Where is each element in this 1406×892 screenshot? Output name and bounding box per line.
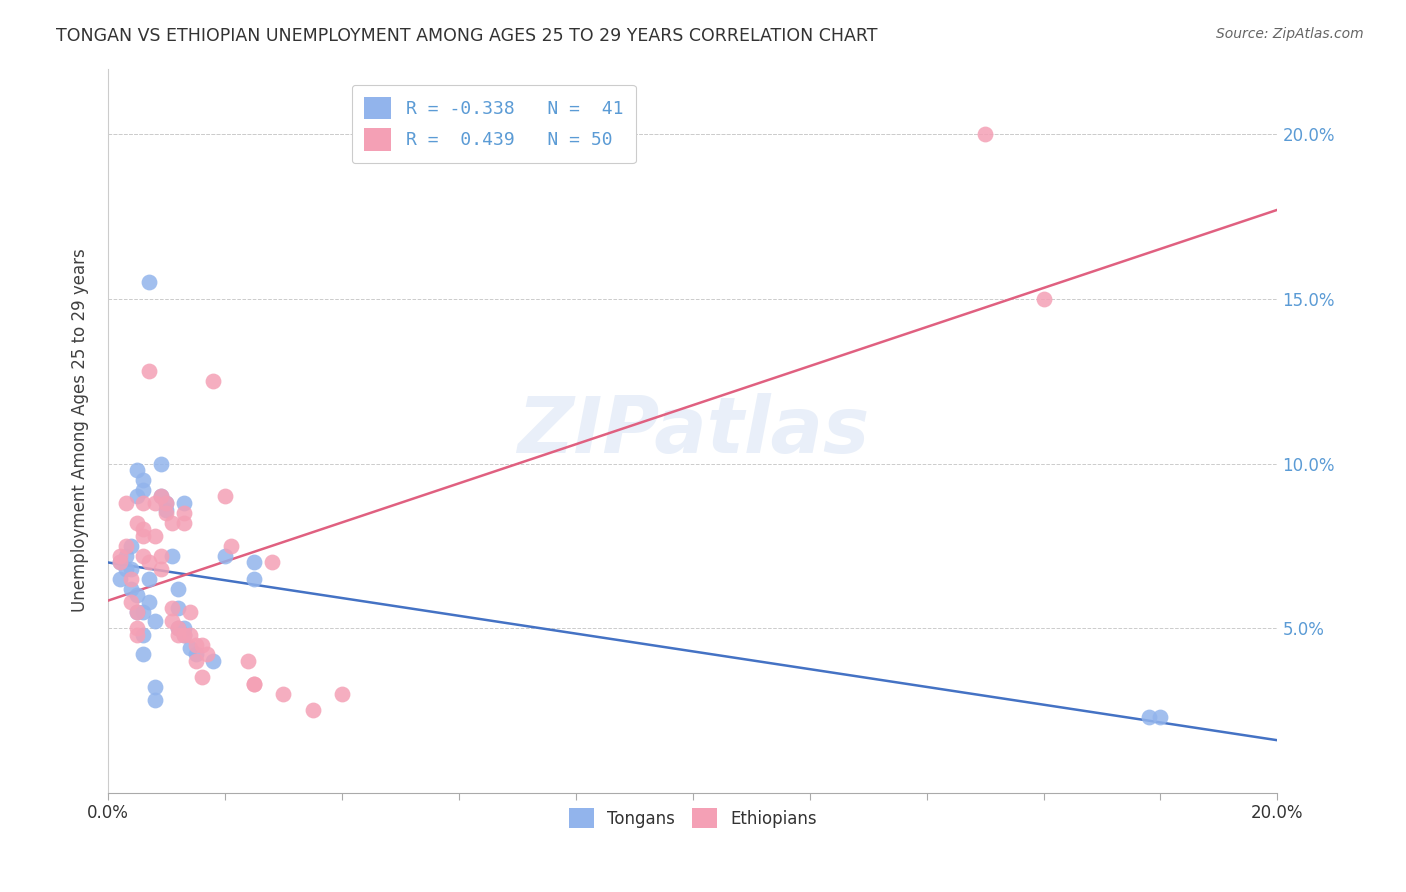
Point [167,601,190,615]
Point [167,621,190,635]
Point [330,687,353,701]
Point [143,496,166,510]
Point [127,588,149,602]
Point [114,562,136,576]
Point [243,677,266,691]
Point [138,572,160,586]
Point [167,582,190,596]
Point [167,628,190,642]
Point [173,621,195,635]
Point [127,621,149,635]
Point [127,516,149,530]
Point [202,654,225,668]
Point [155,506,177,520]
Point [974,128,997,142]
Point [132,648,155,662]
Point [138,364,160,378]
Point [219,539,242,553]
Point [132,549,155,563]
Point [202,374,225,388]
Point [179,640,201,655]
Point [184,638,207,652]
Point [167,621,190,635]
Point [214,549,236,563]
Point [114,549,136,563]
Point [108,555,131,569]
Point [114,496,136,510]
Point [132,483,155,497]
Point [243,572,266,586]
Point [197,648,219,662]
Text: TONGAN VS ETHIOPIAN UNEMPLOYMENT AMONG AGES 25 TO 29 YEARS CORRELATION CHART: TONGAN VS ETHIOPIAN UNEMPLOYMENT AMONG A… [56,27,877,45]
Point [301,703,323,717]
Point [1149,710,1171,724]
Point [127,605,149,619]
Point [162,549,184,563]
Point [138,595,160,609]
Point [149,549,172,563]
Point [138,555,160,569]
Point [1032,292,1054,306]
Point [120,595,142,609]
Text: ZIPatlas: ZIPatlas [516,392,869,468]
Point [190,638,212,652]
Point [132,522,155,536]
Point [184,654,207,668]
Point [143,681,166,695]
Point [179,628,201,642]
Point [243,555,266,569]
Point [149,562,172,576]
Point [108,549,131,563]
Point [214,490,236,504]
Point [162,516,184,530]
Point [138,276,160,290]
Point [143,615,166,629]
Point [120,562,142,576]
Point [132,628,155,642]
Point [173,628,195,642]
Point [120,582,142,596]
Point [173,516,195,530]
Point [190,670,212,684]
Point [114,539,136,553]
Point [173,496,195,510]
Point [127,490,149,504]
Point [179,605,201,619]
Point [184,648,207,662]
Point [238,654,260,668]
Point [143,529,166,543]
Point [132,605,155,619]
Point [162,601,184,615]
Point [149,490,172,504]
Point [132,473,155,487]
Point [132,529,155,543]
Point [173,506,195,520]
Point [243,677,266,691]
Point [260,555,283,569]
Point [149,457,172,471]
Point [155,502,177,516]
Point [162,615,184,629]
Point [273,687,295,701]
Point [1137,710,1160,724]
Point [173,628,195,642]
Point [132,496,155,510]
Legend: Tongans, Ethiopians: Tongans, Ethiopians [562,801,824,835]
Point [120,572,142,586]
Text: Source: ZipAtlas.com: Source: ZipAtlas.com [1216,27,1364,41]
Point [155,496,177,510]
Point [155,496,177,510]
Point [127,628,149,642]
Point [108,555,131,569]
Point [149,490,172,504]
Point [143,693,166,707]
Point [120,539,142,553]
Point [108,572,131,586]
Y-axis label: Unemployment Among Ages 25 to 29 years: Unemployment Among Ages 25 to 29 years [72,249,89,613]
Point [127,463,149,477]
Point [127,605,149,619]
